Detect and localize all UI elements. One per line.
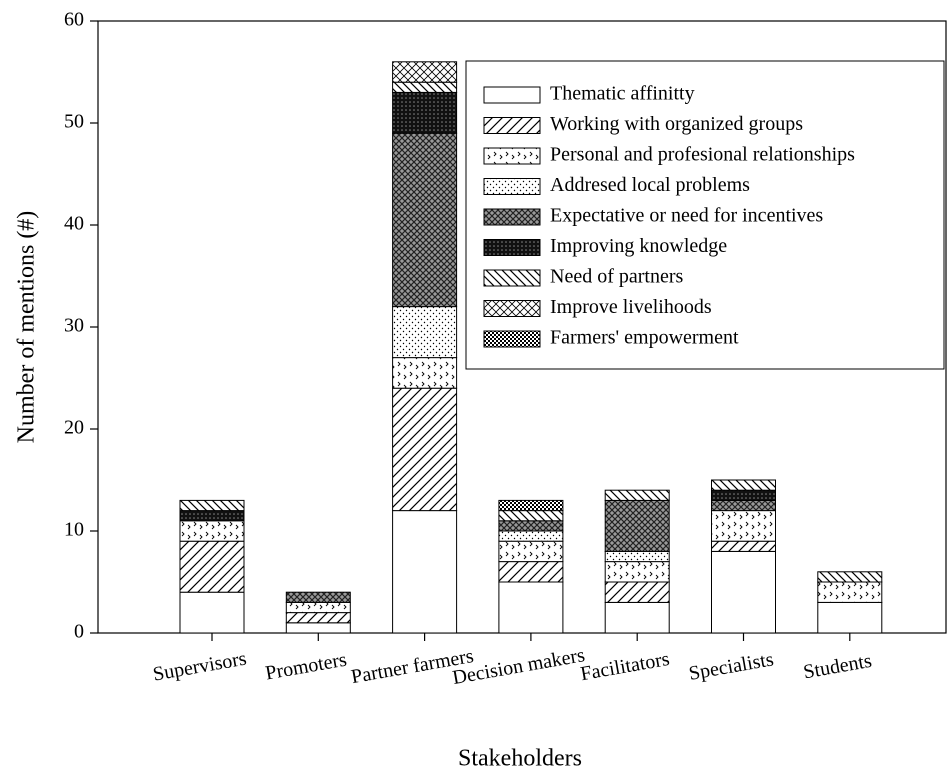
bar-segment xyxy=(498,530,564,542)
bar-segment xyxy=(392,306,458,359)
y-tick-label: 30 xyxy=(64,315,84,337)
bar-segment xyxy=(817,601,883,634)
bar-segment xyxy=(392,132,458,308)
bar-segment xyxy=(711,510,776,542)
legend-label: Farmers' empowerment xyxy=(550,327,739,349)
legend-label: Addresed local problems xyxy=(550,174,750,196)
legend-swatch xyxy=(483,239,541,256)
bar-segment xyxy=(179,520,245,542)
bar-segment xyxy=(604,550,670,563)
bar-segment xyxy=(711,550,776,634)
bar-segment xyxy=(285,622,351,634)
bar-segment xyxy=(392,91,458,134)
bar-segment xyxy=(392,510,458,634)
bar-segment xyxy=(498,561,564,583)
x-tick-label: Students xyxy=(802,650,874,684)
bar-segment xyxy=(179,510,245,522)
legend-swatch xyxy=(483,269,541,287)
bar-segment xyxy=(285,591,351,603)
x-tick-label: Supervisors xyxy=(151,648,248,686)
y-tick-label: 0 xyxy=(74,621,84,643)
y-tick-label: 40 xyxy=(64,213,84,235)
bar-segment xyxy=(498,520,564,532)
legend-swatch xyxy=(483,208,541,226)
legend-label: Improve livelihoods xyxy=(550,296,712,318)
legend-swatch xyxy=(483,117,541,134)
bar-segment xyxy=(604,489,670,501)
legend-label: Need of partners xyxy=(550,266,683,288)
bar-segment xyxy=(392,387,458,512)
y-tick-label: 60 xyxy=(64,9,84,31)
x-axis-title: Stakeholders xyxy=(458,746,582,771)
bar-segment xyxy=(817,571,883,583)
bar-segment xyxy=(604,499,670,552)
y-tick-label: 10 xyxy=(64,519,84,541)
legend-swatch xyxy=(483,178,541,195)
bar-segment xyxy=(179,591,245,634)
bar-segment xyxy=(392,61,458,83)
legend-label: Thematic affinitty xyxy=(550,83,695,105)
bar-segment xyxy=(604,601,670,634)
bar-segment xyxy=(392,357,458,389)
bar-segment xyxy=(604,581,670,603)
bar-segment xyxy=(817,581,883,603)
bar-segment xyxy=(285,612,351,624)
legend-label: Personal and profesional relationships xyxy=(550,144,855,166)
y-tick-label: 50 xyxy=(64,111,84,133)
x-tick-label: Facilitators xyxy=(579,648,672,685)
y-tick-label: 20 xyxy=(64,417,84,439)
bar-segment xyxy=(285,601,351,614)
legend-box xyxy=(465,60,945,370)
legend-swatch xyxy=(483,147,541,165)
bar-segment xyxy=(711,479,776,491)
bar-segment xyxy=(179,499,245,512)
legend-label: Expectative or need for incentives xyxy=(550,205,823,227)
legend-swatch xyxy=(483,330,541,348)
bar-segment xyxy=(498,581,564,634)
x-tick-label: Specialists xyxy=(687,648,775,685)
bar-segment xyxy=(711,489,776,501)
bar-segment xyxy=(498,499,564,512)
bar-segment xyxy=(711,499,776,512)
legend-label: Working with organized groups xyxy=(550,113,803,135)
bar-segment xyxy=(179,540,245,593)
legend-swatch xyxy=(483,300,541,317)
bar-segment xyxy=(604,561,670,583)
y-axis-title: Number of mentions (#) xyxy=(14,211,40,444)
bar-segment xyxy=(498,510,564,522)
x-tick-label: Promoters xyxy=(264,649,349,685)
legend-label: Improving knowledge xyxy=(550,235,727,257)
bar-segment xyxy=(498,540,564,563)
bar-segment xyxy=(392,81,458,93)
legend-swatch xyxy=(483,86,541,104)
bar-segment xyxy=(711,540,776,552)
